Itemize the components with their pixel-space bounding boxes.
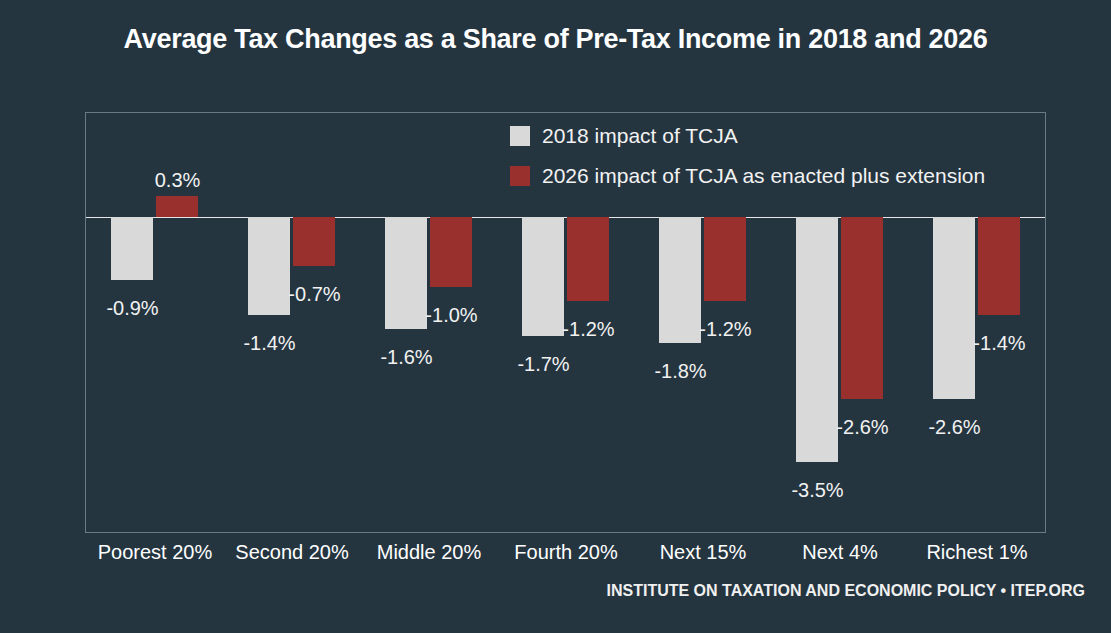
svg-text:-1.2%: -1.2% xyxy=(699,318,751,340)
svg-text:Next 4%: Next 4% xyxy=(802,541,878,563)
svg-text:-0.7%: -0.7% xyxy=(288,283,340,305)
svg-text:-1.4%: -1.4% xyxy=(243,332,295,354)
html-text:INSTITUTE ON TAXATION AND ECON: INSTITUTE ON TAXATION AND ECONOMIC POLIC… xyxy=(606,582,1085,599)
html-text:Average Tax Changes as a Share: Average Tax Changes as a Share of Pre-Ta… xyxy=(123,24,988,54)
svg-text:-1.6%: -1.6% xyxy=(380,346,432,368)
svg-text:-1.8%: -1.8% xyxy=(654,360,706,382)
svg-text:-1.0%: -1.0% xyxy=(425,304,477,326)
svg-text:-1.2%: -1.2% xyxy=(562,318,614,340)
svg-text:Middle 20%: Middle 20% xyxy=(377,541,482,563)
svg-text:Second 20%: Second 20% xyxy=(235,541,349,563)
svg-text:0.3%: 0.3% xyxy=(155,169,201,191)
svg-text:Poorest 20%: Poorest 20% xyxy=(98,541,213,563)
html-text:2018 impact of TCJA: 2018 impact of TCJA xyxy=(542,124,738,147)
html-text:2026 impact of TCJA as enacted: 2026 impact of TCJA as enacted plus exte… xyxy=(542,164,986,187)
svg-text:-2.6%: -2.6% xyxy=(836,416,888,438)
svg-text:-1.4%: -1.4% xyxy=(973,332,1025,354)
svg-text:-2.6%: -2.6% xyxy=(928,416,980,438)
svg-text:-0.9%: -0.9% xyxy=(106,297,158,319)
svg-text:-3.5%: -3.5% xyxy=(791,479,843,501)
svg-text:Next 15%: Next 15% xyxy=(660,541,747,563)
svg-text:Fourth 20%: Fourth 20% xyxy=(514,541,618,563)
svg-text:Richest 1%: Richest 1% xyxy=(926,541,1027,563)
svg-text:-1.7%: -1.7% xyxy=(517,353,569,375)
